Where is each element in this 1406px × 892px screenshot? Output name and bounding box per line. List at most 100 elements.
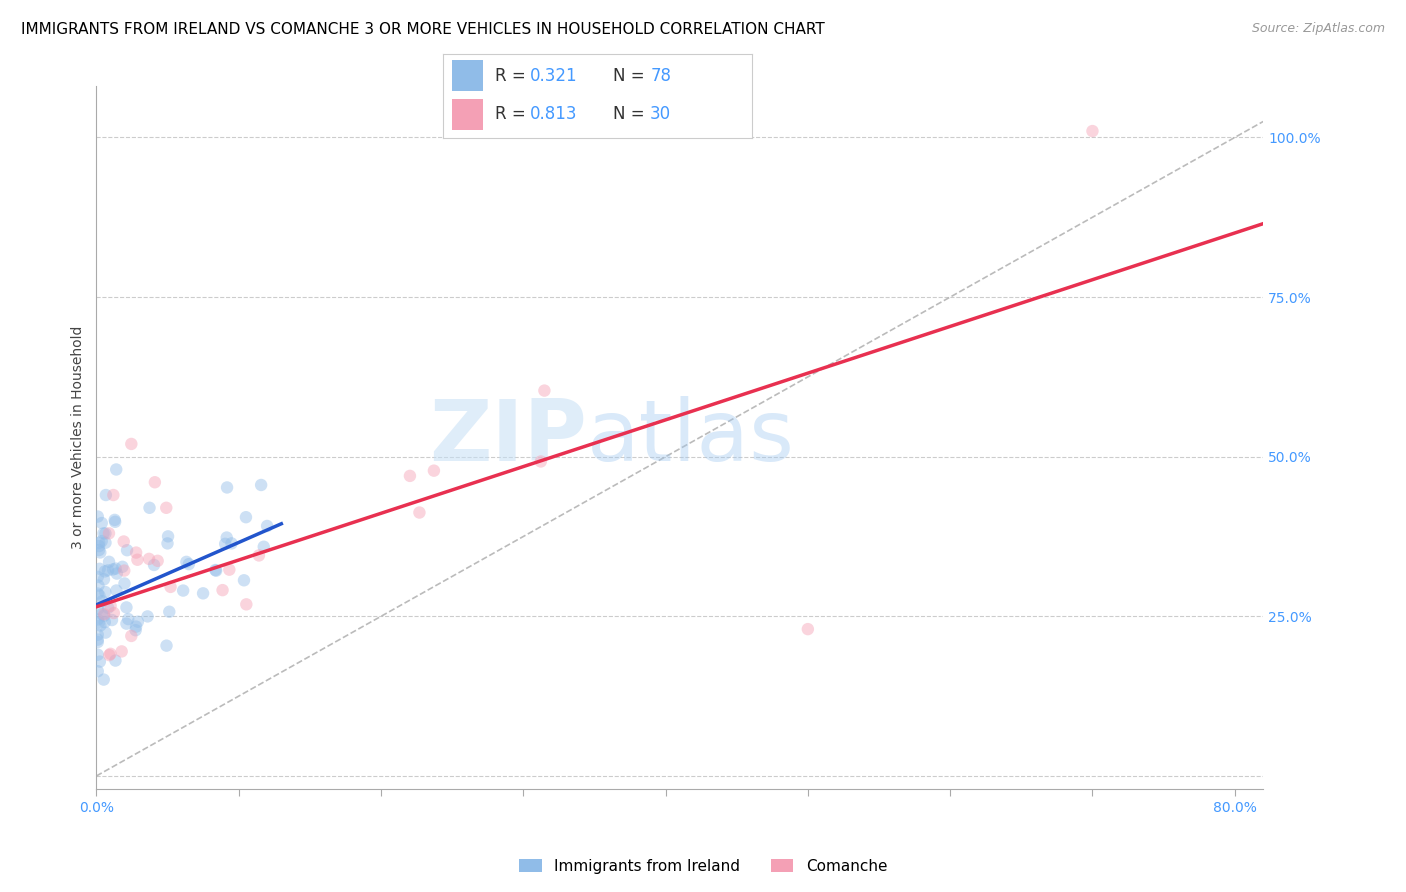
Point — [97, 563, 120, 577]
Point — [93, 526, 115, 541]
Point — [143, 558, 166, 572]
Point — [157, 529, 180, 543]
Text: N =: N = — [613, 67, 650, 85]
Point — [87, 578, 110, 592]
Point — [399, 469, 422, 483]
Point — [112, 534, 135, 549]
Point — [93, 607, 115, 622]
Point — [1081, 124, 1104, 138]
Point — [87, 570, 110, 584]
Point — [177, 557, 200, 571]
Point — [89, 589, 111, 603]
Point — [157, 605, 180, 619]
Point — [155, 639, 177, 653]
Point — [221, 536, 243, 550]
Point — [253, 540, 276, 554]
Point — [204, 563, 226, 577]
Point — [105, 462, 128, 476]
Point — [101, 613, 124, 627]
Text: 0.321: 0.321 — [530, 67, 576, 85]
Point — [533, 384, 555, 398]
Point — [89, 562, 111, 576]
Point — [111, 559, 134, 574]
Point — [120, 629, 142, 643]
Point — [235, 510, 257, 524]
Point — [105, 566, 128, 581]
Text: R =: R = — [495, 67, 531, 85]
Point — [103, 488, 125, 502]
Point — [159, 580, 181, 594]
Point — [94, 535, 117, 549]
FancyBboxPatch shape — [453, 99, 484, 130]
Point — [205, 564, 228, 578]
Text: ZIP: ZIP — [429, 396, 586, 479]
Point — [87, 612, 110, 626]
Point — [115, 543, 138, 558]
Point — [125, 545, 148, 559]
Text: 30: 30 — [650, 104, 671, 123]
Text: 0.813: 0.813 — [530, 104, 576, 123]
Point — [115, 600, 138, 615]
Point — [218, 563, 240, 577]
Text: atlas: atlas — [586, 396, 794, 479]
Point — [156, 536, 179, 550]
FancyBboxPatch shape — [453, 61, 484, 91]
Point — [176, 555, 198, 569]
Point — [87, 543, 110, 558]
Point — [87, 586, 110, 600]
Point — [87, 628, 110, 642]
Point — [94, 615, 117, 629]
Point — [87, 665, 110, 679]
Point — [250, 478, 273, 492]
Point — [143, 475, 166, 490]
Point — [115, 616, 138, 631]
Point — [89, 536, 111, 550]
Point — [93, 572, 115, 586]
Text: IMMIGRANTS FROM IRELAND VS COMANCHE 3 OR MORE VEHICLES IN HOUSEHOLD CORRELATION : IMMIGRANTS FROM IRELAND VS COMANCHE 3 OR… — [21, 22, 825, 37]
Point — [146, 554, 169, 568]
Point — [114, 576, 136, 591]
Point — [797, 622, 820, 636]
Point — [89, 618, 111, 632]
Legend: Immigrants from Ireland, Comanche: Immigrants from Ireland, Comanche — [513, 853, 893, 880]
Point — [97, 600, 120, 615]
Point — [124, 624, 146, 638]
Point — [530, 454, 553, 468]
Text: R =: R = — [495, 104, 531, 123]
Point — [214, 537, 236, 551]
Point — [87, 509, 110, 524]
Point — [87, 632, 110, 647]
Point — [100, 599, 122, 613]
Point — [423, 464, 446, 478]
Point — [136, 609, 159, 624]
Point — [256, 519, 278, 533]
Point — [87, 539, 110, 553]
Point — [105, 583, 128, 598]
Point — [89, 545, 111, 559]
Point — [87, 635, 110, 649]
Text: Source: ZipAtlas.com: Source: ZipAtlas.com — [1251, 22, 1385, 36]
Y-axis label: 3 or more Vehicles in Household: 3 or more Vehicles in Household — [72, 326, 86, 549]
Point — [215, 531, 238, 545]
Point — [127, 615, 149, 629]
Point — [247, 549, 270, 563]
Point — [89, 655, 111, 669]
Point — [91, 607, 114, 621]
Point — [94, 565, 117, 579]
Text: N =: N = — [613, 104, 650, 123]
Point — [215, 480, 238, 494]
Point — [155, 500, 177, 515]
Point — [94, 625, 117, 640]
Point — [104, 654, 127, 668]
Point — [94, 526, 117, 541]
Point — [98, 555, 121, 569]
Point — [191, 586, 214, 600]
Point — [91, 594, 114, 608]
Point — [101, 562, 124, 576]
Point — [111, 644, 134, 658]
Point — [103, 606, 125, 620]
Point — [138, 500, 160, 515]
Point — [112, 564, 135, 578]
Point — [104, 515, 127, 529]
Point — [87, 615, 110, 630]
